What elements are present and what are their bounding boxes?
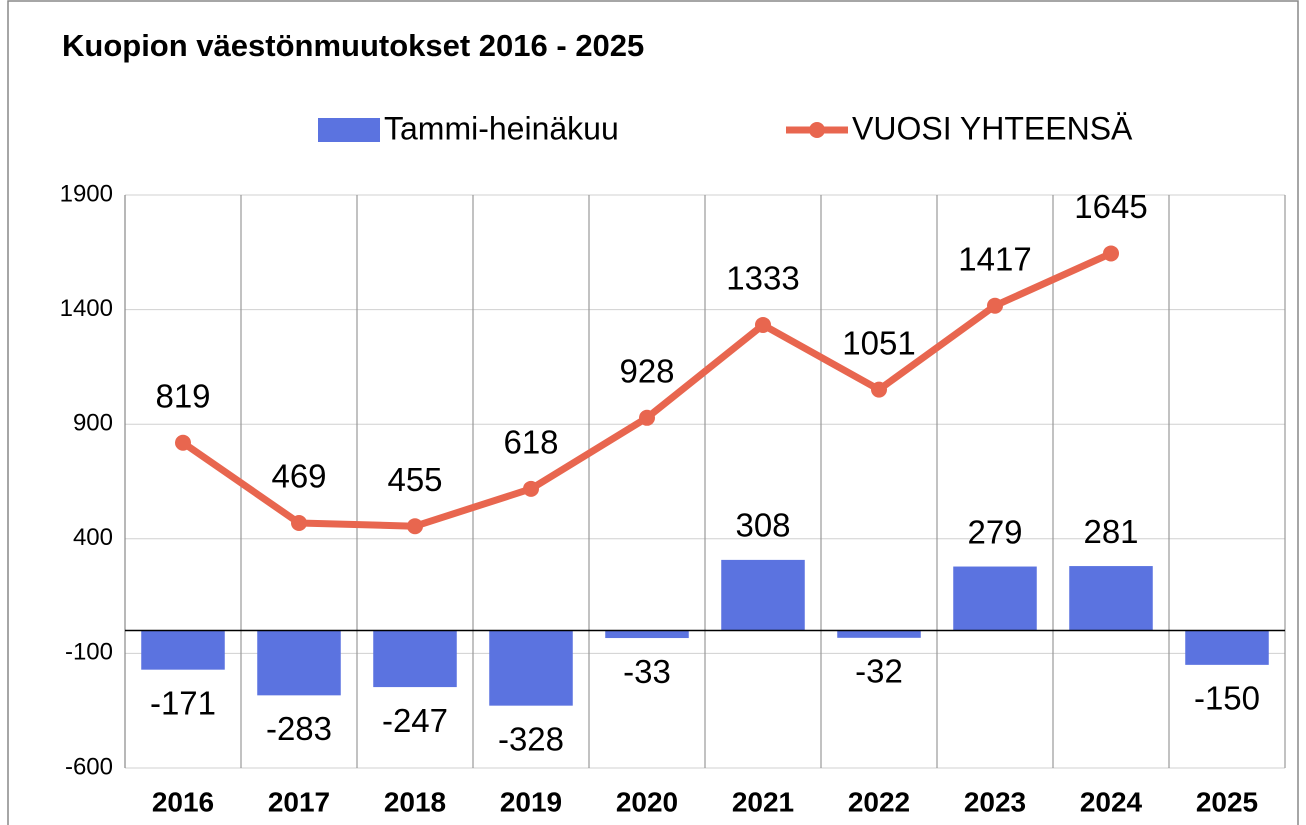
data-label: 1417 <box>958 240 1031 277</box>
x-tick-label: 2020 <box>616 786 678 817</box>
legend-marker <box>809 122 825 138</box>
y-tick-label: 400 <box>73 524 113 551</box>
y-tick-label: 900 <box>73 410 113 437</box>
x-tick-label: 2024 <box>1080 786 1143 817</box>
data-label: 455 <box>387 461 442 498</box>
data-label: 1645 <box>1074 188 1147 225</box>
bar <box>1069 566 1153 631</box>
bar <box>489 630 573 706</box>
x-tick-label: 2025 <box>1196 786 1258 817</box>
bar <box>257 630 341 696</box>
line-marker <box>755 316 771 333</box>
bar <box>721 559 805 631</box>
bar <box>953 566 1037 631</box>
data-label: 308 <box>735 507 790 544</box>
data-label: -150 <box>1194 680 1260 717</box>
line-marker <box>871 381 887 398</box>
x-tick-label: 2021 <box>732 786 794 817</box>
line-marker <box>987 297 1003 314</box>
data-label: 1333 <box>726 260 799 297</box>
y-tick-label: -100 <box>65 639 113 666</box>
y-tick-label: 1900 <box>60 180 113 207</box>
data-label: -283 <box>266 710 332 747</box>
bar <box>373 630 457 688</box>
data-label: -32 <box>855 653 903 690</box>
data-label: -328 <box>498 720 564 757</box>
legend-label: VUOSI YHTEENSÄ <box>852 110 1133 146</box>
bar <box>605 630 689 639</box>
bar <box>141 630 225 670</box>
line-marker <box>175 434 191 451</box>
data-label: 281 <box>1083 513 1138 550</box>
data-label: -247 <box>382 702 448 739</box>
line-marker <box>523 480 539 497</box>
bar <box>837 630 921 638</box>
x-tick-label: 2017 <box>268 786 330 817</box>
data-label: -33 <box>623 653 671 690</box>
data-label: 469 <box>271 458 326 495</box>
legend-swatch <box>318 118 380 142</box>
chart-frame <box>7 0 1299 825</box>
x-tick-label: 2023 <box>964 786 1026 817</box>
x-tick-label: 2018 <box>384 786 446 817</box>
line-marker <box>407 518 423 535</box>
data-label: -171 <box>150 684 216 721</box>
bar <box>1185 630 1269 665</box>
chart-title: Kuopion väestönmuutokset 2016 - 2025 <box>62 28 644 63</box>
legend-label: Tammi-heinäkuu <box>384 110 619 146</box>
line-marker <box>291 514 307 531</box>
x-tick-label: 2016 <box>152 786 214 817</box>
line-marker <box>639 409 655 426</box>
y-tick-label: 1400 <box>60 295 113 322</box>
line-marker <box>1103 245 1119 262</box>
data-label: 618 <box>503 424 558 461</box>
data-label: 819 <box>155 377 210 414</box>
data-label: 928 <box>619 353 674 390</box>
x-tick-label: 2022 <box>848 786 910 817</box>
data-label: 1051 <box>842 324 915 361</box>
data-label: 279 <box>967 513 1022 550</box>
x-tick-label: 2019 <box>500 786 562 817</box>
y-tick-label: -600 <box>65 753 113 780</box>
